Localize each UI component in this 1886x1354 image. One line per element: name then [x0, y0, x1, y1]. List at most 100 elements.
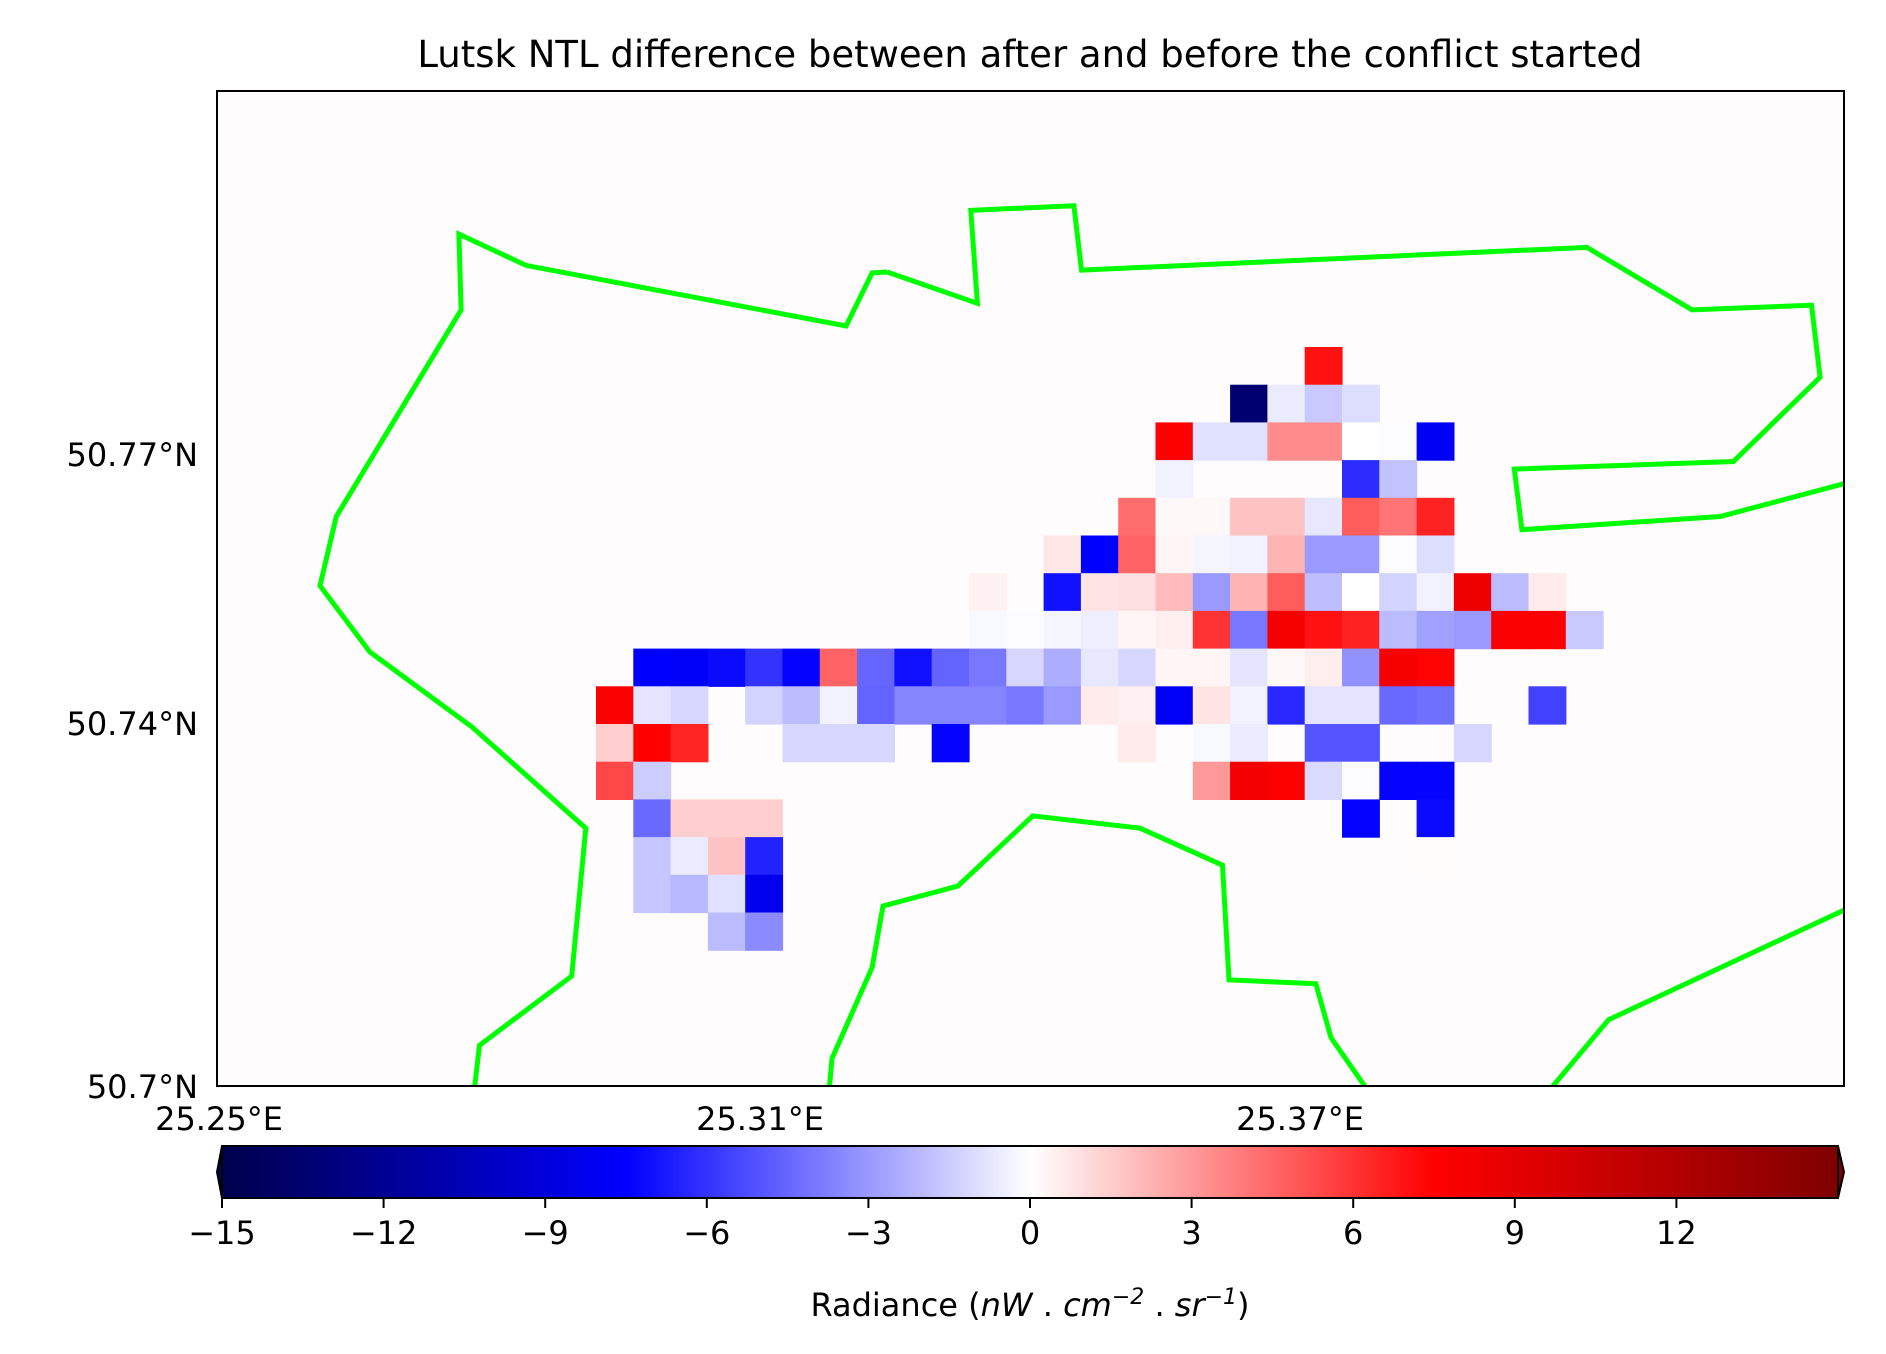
heatmap-cell [819, 686, 858, 725]
heatmap-cell [1267, 384, 1306, 423]
heatmap-cell [633, 874, 672, 914]
heatmap-cell [1304, 384, 1343, 423]
heatmap-cell [969, 648, 1007, 687]
heatmap-cell [1230, 384, 1268, 423]
heatmap-cell [857, 648, 895, 687]
heatmap-cell [1267, 610, 1306, 650]
heatmap-cell [1043, 535, 1082, 574]
heatmap-cell [1118, 573, 1157, 612]
heatmap-cell [894, 686, 933, 725]
heatmap-cell [1192, 610, 1231, 650]
colorbar-tick-label: −6 [683, 1214, 730, 1252]
heatmap-cell [894, 648, 933, 687]
heatmap-cell [1304, 573, 1343, 612]
heatmap-cell [633, 761, 672, 800]
heatmap-cell [1192, 724, 1231, 763]
heatmap-cell [670, 799, 709, 838]
heatmap-cell [1379, 422, 1418, 461]
heatmap-cell [1267, 761, 1306, 800]
heatmap-cell [1155, 686, 1194, 725]
heatmap-cell [1342, 573, 1380, 612]
heatmap-cell [670, 837, 709, 876]
heatmap-cell [819, 648, 858, 687]
heatmap-cell [1379, 686, 1418, 725]
x-tick-label: 25.37°E [1236, 1100, 1364, 1138]
heatmap-cell [857, 724, 895, 763]
heatmap-cell [1342, 497, 1380, 537]
y-tick-label: 50.7°N [87, 1068, 198, 1106]
heatmap-cell [1453, 573, 1492, 612]
heatmap-cell [1043, 648, 1082, 687]
heatmap-cell [1304, 347, 1343, 386]
heatmap-cell [1118, 497, 1157, 537]
heatmap-cell [1043, 610, 1082, 650]
heatmap-cell [596, 686, 634, 725]
heatmap-cells [596, 347, 1604, 951]
heatmap-cell [1416, 497, 1455, 537]
heatmap-cell [1416, 535, 1455, 574]
heatmap-cell [1304, 761, 1343, 800]
heatmap-cell [1230, 497, 1268, 537]
heatmap-cell [1416, 686, 1455, 725]
heatmap-cell [1230, 761, 1268, 800]
heatmap-cell [782, 648, 821, 687]
heatmap-cell [1342, 535, 1380, 574]
heatmap-cell [1230, 535, 1268, 574]
heatmap-cell [782, 724, 821, 763]
heatmap-cell [1491, 610, 1530, 650]
heatmap-cell [707, 837, 746, 876]
heatmap-cell [707, 874, 746, 914]
heatmap-cell [1192, 573, 1231, 612]
heatmap-cell [1192, 686, 1231, 725]
heatmap-cell [1192, 535, 1231, 574]
colorbar-tick-label: 0 [1020, 1214, 1040, 1252]
heatmap-cell [1416, 573, 1455, 612]
heatmap-cell [1155, 535, 1194, 574]
heatmap-cell [1304, 535, 1343, 574]
heatmap-cell [1230, 648, 1268, 687]
heatmap-cell [596, 761, 634, 800]
heatmap-cell [931, 648, 970, 687]
heatmap-cell [1379, 535, 1418, 574]
heatmap-cell [969, 573, 1007, 612]
heatmap-cell [1528, 610, 1567, 650]
heatmap-cell [1379, 610, 1418, 650]
heatmap-cell [1342, 610, 1380, 650]
heatmap-cell [1080, 686, 1119, 725]
heatmap-cell [633, 837, 672, 876]
heatmap-cell [1379, 648, 1418, 687]
heatmap-cell [1192, 648, 1231, 687]
heatmap-cell [1118, 724, 1157, 763]
heatmap-cell [1491, 573, 1530, 612]
heatmap-cell [670, 874, 709, 914]
heatmap-cell [707, 912, 746, 951]
colorbar-tick-label: 3 [1181, 1214, 1201, 1252]
colorbar-tick-label: 12 [1656, 1214, 1697, 1252]
colorbar-tick-label: 6 [1343, 1214, 1363, 1252]
heatmap-cell [1528, 686, 1567, 725]
heatmap-cell [1230, 724, 1268, 763]
heatmap-cell [1043, 686, 1082, 725]
heatmap-cell [1118, 535, 1157, 574]
heatmap-cell [1155, 422, 1194, 461]
heatmap-cell [969, 686, 1007, 725]
heatmap-cell [1342, 422, 1380, 461]
heatmap-cell [931, 686, 970, 725]
heatmap-cell [1192, 422, 1231, 461]
heatmap-cell [1453, 610, 1492, 650]
heatmap-cell [1379, 761, 1418, 800]
heatmap-cell [1342, 761, 1380, 800]
heatmap-cell [1342, 460, 1380, 499]
heatmap-cell [1080, 648, 1119, 687]
heatmap-cell [931, 724, 970, 763]
heatmap-cell [707, 799, 746, 838]
heatmap-cell [1118, 686, 1157, 725]
colorbar-tick-label: 9 [1505, 1214, 1525, 1252]
heatmap-cell [1304, 648, 1343, 687]
heatmap-cell [1006, 610, 1045, 650]
heatmap-cell [1230, 686, 1268, 725]
heatmap-cell [633, 799, 672, 838]
heatmap-cell [745, 912, 784, 951]
y-tick-label: 50.74°N [66, 705, 198, 743]
